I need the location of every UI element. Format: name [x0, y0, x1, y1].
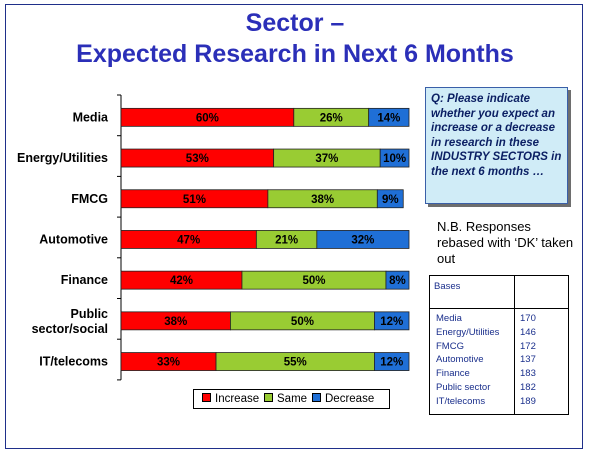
bases-name: Media: [436, 313, 462, 324]
data-label-decrease-media: 14%: [377, 112, 400, 124]
category-label-fmcg: FMCG: [71, 192, 108, 206]
data-label-increase-finance: 42%: [170, 275, 193, 287]
bar-decrease-finance: [385, 270, 410, 290]
legend-label-decrease: Decrease: [325, 393, 375, 405]
category-label-public-sector-social: Public sector/social: [32, 307, 108, 336]
question-box: Q: Please indicate whether you expect an…: [425, 87, 568, 204]
legend-label-increase: Increase: [215, 393, 260, 405]
data-label-decrease-public-sector-social: 12%: [380, 316, 403, 328]
bases-row-automotive: Automotive 137: [430, 354, 568, 366]
category-label-finance: Finance: [61, 273, 108, 287]
bases-column-divider: [514, 276, 515, 414]
bar-decrease-public-sector-social: [374, 311, 410, 331]
bases-value: 183: [520, 368, 536, 380]
bases-name: Public sector: [436, 382, 491, 393]
bases-value: 170: [520, 313, 536, 324]
data-label-decrease-it-telecoms: 12%: [380, 357, 403, 369]
data-label-same-automotive: 21%: [275, 234, 298, 246]
data-label-decrease-finance: 8%: [389, 275, 406, 287]
bases-value: 137: [520, 354, 536, 366]
bases-value: 182: [520, 382, 536, 393]
legend-item-same: Same: [264, 390, 307, 408]
bases-value: 146: [520, 326, 536, 338]
data-label-same-energy-utilities: 37%: [315, 153, 338, 165]
legend-swatch-increase: [202, 393, 211, 403]
data-label-same-it-telecoms: 55%: [284, 357, 307, 369]
bases-heading: Bases: [434, 281, 461, 292]
nb-note: N.B. Responses rebased with ‘DK’ taken o…: [437, 219, 574, 266]
bases-name: FMCG: [436, 340, 464, 352]
bar-decrease-fmcg: [376, 189, 404, 209]
bar-decrease-energy-utilities: [379, 148, 410, 168]
legend-swatch-same: [264, 393, 273, 403]
bases-row-finance: Finance 183: [430, 368, 568, 380]
legend-swatch-decrease: [312, 393, 321, 403]
bases-name: IT/telecoms: [436, 395, 486, 407]
data-label-increase-public-sector-social: 38%: [164, 316, 187, 328]
title-line-2: Expected Research in Next 6 Months: [76, 40, 514, 68]
chart-title: Sector – Expected Research in Next 6 Mon…: [0, 8, 590, 70]
data-label-same-media: 26%: [320, 112, 343, 124]
data-label-increase-media: 60%: [196, 112, 219, 124]
bases-row-fmcg: FMCG 172: [430, 341, 568, 353]
bases-name: Automotive: [436, 354, 484, 366]
data-label-increase-it-telecoms: 33%: [157, 357, 180, 369]
data-label-same-fmcg: 38%: [311, 194, 334, 206]
data-label-decrease-fmcg: 9%: [382, 194, 399, 206]
data-label-same-public-sector-social: 50%: [291, 316, 314, 328]
category-label-energy-utilities: Energy/Utilities: [17, 151, 108, 165]
bar-decrease-media: [368, 107, 410, 127]
bases-row-media: Media 170: [430, 313, 568, 325]
data-label-increase-fmcg: 51%: [183, 194, 206, 206]
data-label-decrease-automotive: 32%: [351, 234, 374, 246]
bases-table: Bases Media 170 Energy/Utilities 146 FMCG 172…: [429, 275, 569, 415]
data-label-increase-energy-utilities: 53%: [186, 153, 209, 165]
bases-value: 172: [520, 340, 536, 352]
legend-label-same: Same: [277, 393, 308, 405]
title-line-1: Sector –: [245, 9, 345, 37]
bar-decrease-it-telecoms: [374, 352, 410, 371]
data-label-same-finance: 50%: [302, 275, 325, 287]
bases-row-it-telecoms: IT/telecoms 189: [430, 396, 568, 408]
category-label-media: Media: [73, 110, 109, 124]
legend: Increase Same Decrease: [193, 389, 390, 409]
legend-item-decrease: Decrease: [312, 390, 374, 408]
bases-value: 189: [520, 395, 536, 407]
category-label-automotive: Automotive: [39, 232, 108, 246]
bases-row-energy-utilities: Energy/Utilities 146: [430, 327, 568, 339]
data-label-increase-automotive: 47%: [177, 234, 200, 246]
bases-row-public-sector: Public sector 182: [430, 382, 568, 394]
bases-header-row: [430, 276, 568, 309]
bases-name: Finance: [436, 368, 470, 380]
data-label-decrease-energy-utilities: 10%: [383, 153, 406, 165]
category-label-it-telecoms: IT/telecoms: [39, 355, 108, 369]
bar-decrease-automotive: [316, 230, 410, 249]
legend-item-increase: Increase: [202, 390, 259, 408]
bases-name: Energy/Utilities: [436, 326, 500, 338]
